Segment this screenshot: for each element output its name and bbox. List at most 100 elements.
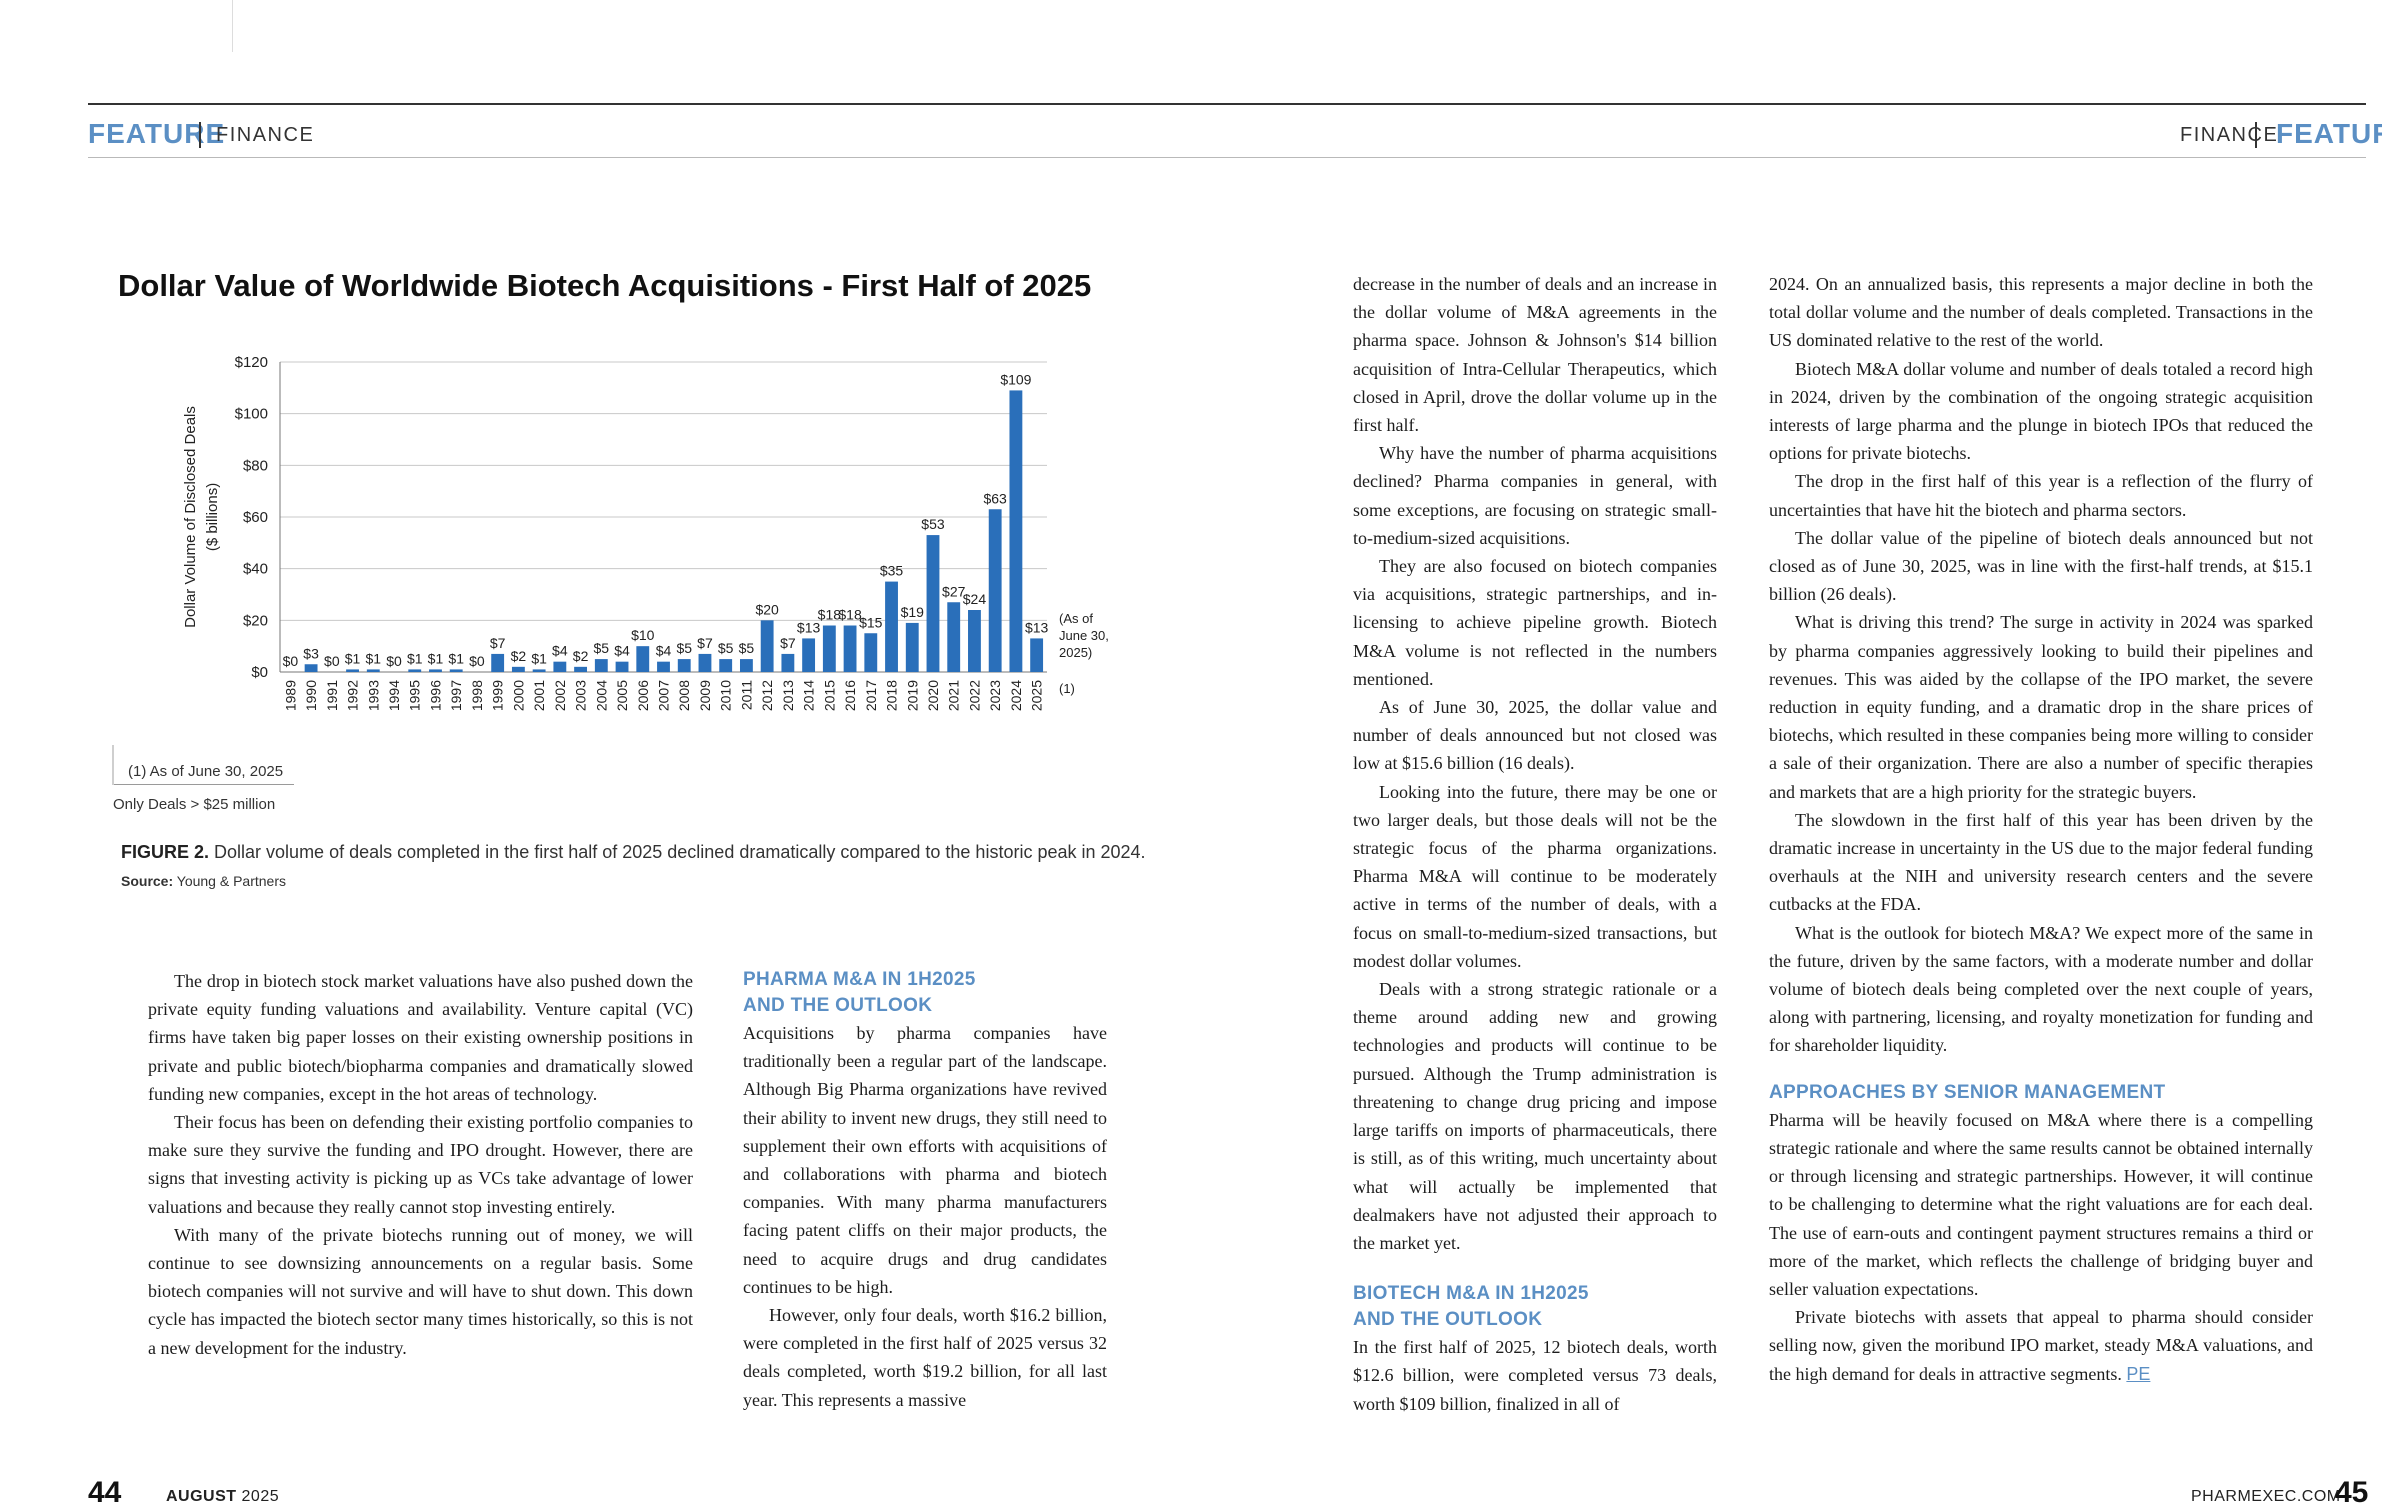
x-tick-label: 2004: [593, 680, 609, 711]
header-left-divider: [199, 122, 201, 148]
bar-data-label: $1: [448, 650, 464, 666]
col4-paragraph-3: The drop in the first half of this year …: [1769, 471, 2313, 520]
annotation-line: (As of: [1059, 611, 1093, 626]
header-left-section: FINANCE: [216, 124, 315, 146]
x-tick-label: 2025: [1029, 680, 1045, 711]
bar-data-label: $35: [880, 563, 904, 579]
col4-paragraph-9: Private biotechs with assets that appeal…: [1769, 1303, 2313, 1388]
x-tick-label: 2021: [946, 680, 962, 711]
y-tick-label: $40: [243, 561, 268, 578]
x-tick-label: 2023: [987, 680, 1003, 711]
x-tick-label: 1996: [427, 680, 443, 711]
bar-data-label: $53: [921, 516, 945, 532]
bar-data-label: $0: [386, 653, 402, 669]
bar-data-label: $1: [345, 650, 361, 666]
bar: [885, 581, 898, 672]
x-tick-label: 2015: [821, 680, 837, 711]
bar: [511, 666, 525, 672]
footnote-marker: (1): [1059, 681, 1075, 696]
x-tick-label: 2022: [966, 680, 982, 711]
bar: [346, 669, 359, 672]
bar: [594, 659, 608, 672]
col3-paragraph-5: Looking into the future, there may be on…: [1353, 781, 1717, 971]
bar-data-label: $5: [594, 640, 610, 656]
x-tick-label: 2018: [884, 680, 900, 711]
x-tick-label: 2005: [614, 680, 630, 711]
article-column-4: 2024. On an annualized basis, this repre…: [1769, 270, 2313, 1388]
bar: [988, 509, 1002, 672]
chart-footnote: (1) As of June 30, 2025: [128, 763, 284, 780]
bar-data-label: $4: [552, 643, 568, 659]
bar-data-label: $5: [718, 640, 734, 656]
header-right-divider: [2255, 122, 2257, 148]
col4-paragraph-5: What is driving this trend? The surge in…: [1769, 612, 2313, 802]
x-tick-label: 1993: [365, 680, 381, 711]
x-tick-label: 2000: [510, 680, 526, 711]
bar-data-label: $10: [631, 627, 655, 643]
bar: [304, 664, 318, 672]
bar-data-label: $13: [1025, 619, 1049, 635]
col4-paragraph-1: 2024. On an annualized basis, this repre…: [1769, 274, 2313, 351]
bar-data-label: $18: [838, 607, 862, 623]
bar: [657, 661, 670, 672]
col4-paragraph-8: Pharma will be heavily focused on M&A wh…: [1769, 1109, 2313, 1299]
x-tick-label: 2007: [656, 680, 672, 711]
col4-paragraph-4: The dollar value of the pipeline of biot…: [1769, 527, 2313, 605]
chart-note: Only Deals > $25 million: [113, 796, 276, 813]
header-left-feature: FEATURE: [88, 118, 226, 149]
col1-paragraph-2: Their focus has been on defending their …: [148, 1112, 693, 1217]
x-tick-label: 1994: [386, 680, 402, 711]
bar: [677, 659, 691, 672]
bar-data-label: $1: [407, 650, 423, 666]
y-axis-label: Dollar Volume of Disclosed Deals: [182, 406, 199, 628]
bar: [449, 669, 463, 672]
x-tick-label: 2010: [718, 680, 734, 711]
figure-source-label: Source:: [121, 873, 174, 889]
x-tick-label: 1990: [303, 680, 319, 711]
bar-data-label: $4: [614, 643, 630, 659]
col2-paragraph-1: Acquisitions by pharma companies have tr…: [743, 1023, 1107, 1297]
chart-title: Dollar Value of Worldwide Biotech Acquis…: [118, 268, 1092, 303]
y-tick-label: $120: [235, 354, 268, 371]
bar: [739, 659, 753, 672]
bar-data-label: $7: [697, 635, 713, 651]
figure-source: Source: Young & Partners: [121, 873, 286, 889]
x-tick-label: 2024: [1008, 680, 1024, 711]
x-tick-label: 2017: [863, 680, 879, 711]
y-tick-label: $80: [243, 457, 268, 474]
bar-data-label: $0: [324, 653, 340, 669]
figure-label: FIGURE 2.: [121, 842, 210, 862]
x-tick-label: 2009: [697, 680, 713, 711]
bar-data-label: $4: [656, 643, 672, 659]
x-tick-label: 2002: [552, 680, 568, 711]
bar-data-label: $20: [755, 601, 779, 617]
x-tick-label: 2003: [573, 680, 589, 711]
header-right-section: FINANCE: [2180, 124, 2279, 146]
footer-left-page-number: 44: [88, 1476, 122, 1509]
annotation-line: 2025): [1059, 645, 1092, 660]
col4-paragraph-9-text: Private biotechs with assets that appeal…: [1769, 1307, 2313, 1384]
footnote-rule-v: [112, 745, 114, 785]
x-tick-label: 2014: [801, 680, 817, 711]
bar-data-label: $3: [303, 645, 319, 661]
annotation-line: June 30,: [1059, 628, 1109, 643]
bar: [864, 633, 878, 672]
x-tick-label: 1989: [282, 680, 298, 711]
bar: [905, 622, 919, 672]
bar-chart: $0 $20 $40 $60 $80 $100 $120 Dollar Volume of D…: [182, 354, 1109, 711]
header-right-feature: FEATURE: [2276, 118, 2382, 149]
x-tick-label: 1999: [490, 680, 506, 711]
x-tick-label: 1991: [324, 680, 340, 711]
bar: [802, 638, 816, 672]
x-tick-label: 2008: [676, 680, 692, 711]
bar-data-label: $0: [283, 653, 299, 669]
col4-paragraph-7: What is the outlook for biotech M&A? We …: [1769, 922, 2313, 1056]
section-heading-biotech-outlook: BIOTECH M&A IN 1H2025 AND THE OUTLOOK: [1353, 1283, 1589, 1331]
bar: [553, 661, 567, 672]
pe-end-mark-link[interactable]: PE: [2126, 1363, 2151, 1384]
bar-data-label: $1: [428, 650, 444, 666]
bar: [491, 653, 505, 672]
x-tick-label: 2019: [904, 680, 920, 711]
col3-paragraph-3: They are also focused on biotech compani…: [1353, 556, 1717, 689]
x-tick-label: 2012: [759, 680, 775, 711]
